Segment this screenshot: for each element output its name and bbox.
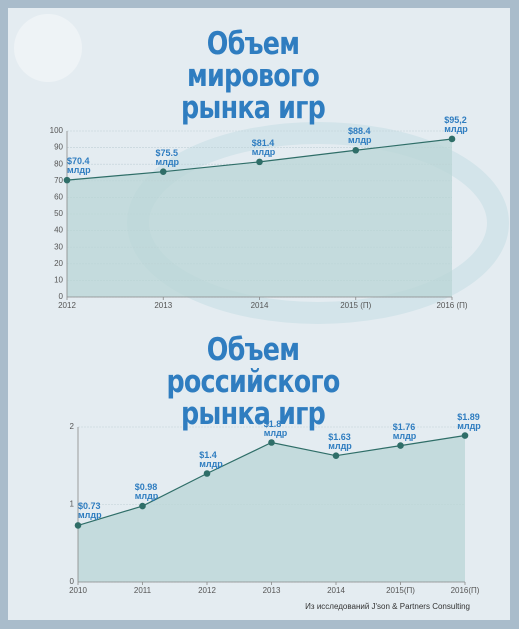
value-label: $88.4 млдр — [347, 126, 372, 146]
value-label: $75.5 млдр — [155, 147, 180, 167]
value-label: $1.89 млдр — [457, 411, 481, 431]
x-tick-label: 2013 — [154, 301, 172, 310]
area — [67, 138, 452, 297]
value-label: $1.8 млдр — [263, 418, 288, 438]
point — [461, 432, 469, 439]
area — [78, 435, 465, 582]
x-tick-label: 2011 — [134, 586, 152, 595]
point — [352, 146, 360, 154]
chart-title: Объем российского рынка игр — [166, 332, 341, 432]
value-label: $70.4 млдр — [67, 156, 91, 176]
x-tick-label: 2016(П) — [451, 586, 480, 595]
point — [159, 168, 167, 175]
value-label: $1.4 млдр — [199, 449, 223, 469]
x-tick-label: 2016 (П) — [436, 301, 467, 310]
chart-title: Объем мирового рынка игр — [181, 26, 326, 126]
infographic: 0 10 20 30 40 50 60 70 80 90 100 2012 2013 2014 2015 (… — [8, 8, 510, 620]
y-tick-label: 80 — [54, 159, 63, 168]
x-tick-label: 2010 — [69, 586, 87, 595]
x-tick-label: 2014 — [327, 586, 345, 595]
point — [397, 442, 404, 449]
y-tick-label: 1 — [70, 500, 75, 509]
point — [139, 502, 146, 510]
point — [74, 522, 82, 529]
point — [448, 135, 456, 143]
y-tick-label: 10 — [54, 276, 63, 285]
x-tick-label: 2012 — [198, 586, 216, 595]
point — [268, 439, 275, 446]
source-note: Из исследований J'son & Partners Consult… — [305, 602, 470, 611]
y-tick-label: 0 — [59, 292, 64, 301]
value-label: $1.63 млдр — [328, 431, 352, 451]
value-label: $1.76 млдр — [392, 421, 417, 441]
y-tick-label: 70 — [54, 176, 63, 185]
point — [332, 452, 340, 459]
y-tick-label: 20 — [54, 259, 63, 268]
y-tick-label: 40 — [54, 226, 63, 235]
value-label: $95,2 млдр — [444, 114, 468, 134]
y-tick-label: 50 — [54, 209, 63, 218]
y-tick-label: 90 — [54, 143, 63, 152]
y-tick-label: 30 — [54, 242, 63, 251]
globe-decoration — [14, 14, 82, 82]
y-tick-label: 2 — [70, 422, 75, 431]
point — [256, 158, 263, 166]
x-tick-label: 2012 — [58, 301, 76, 310]
x-tick-label: 2015 (П) — [340, 301, 371, 310]
y-tick-label: 0 — [70, 577, 75, 586]
x-tick-label: 2014 — [251, 301, 269, 310]
point — [203, 470, 211, 477]
y-tick-label: 100 — [50, 126, 64, 135]
y-tick-label: 60 — [54, 193, 63, 202]
x-tick-label: 2013 — [263, 586, 281, 595]
value-label: $0.73 млдр — [78, 501, 102, 521]
x-tick-label: 2015(П) — [386, 586, 415, 595]
value-label: $0.98 млдр — [134, 482, 159, 502]
value-label: $81.4 млдр — [251, 137, 276, 157]
point — [63, 176, 71, 184]
